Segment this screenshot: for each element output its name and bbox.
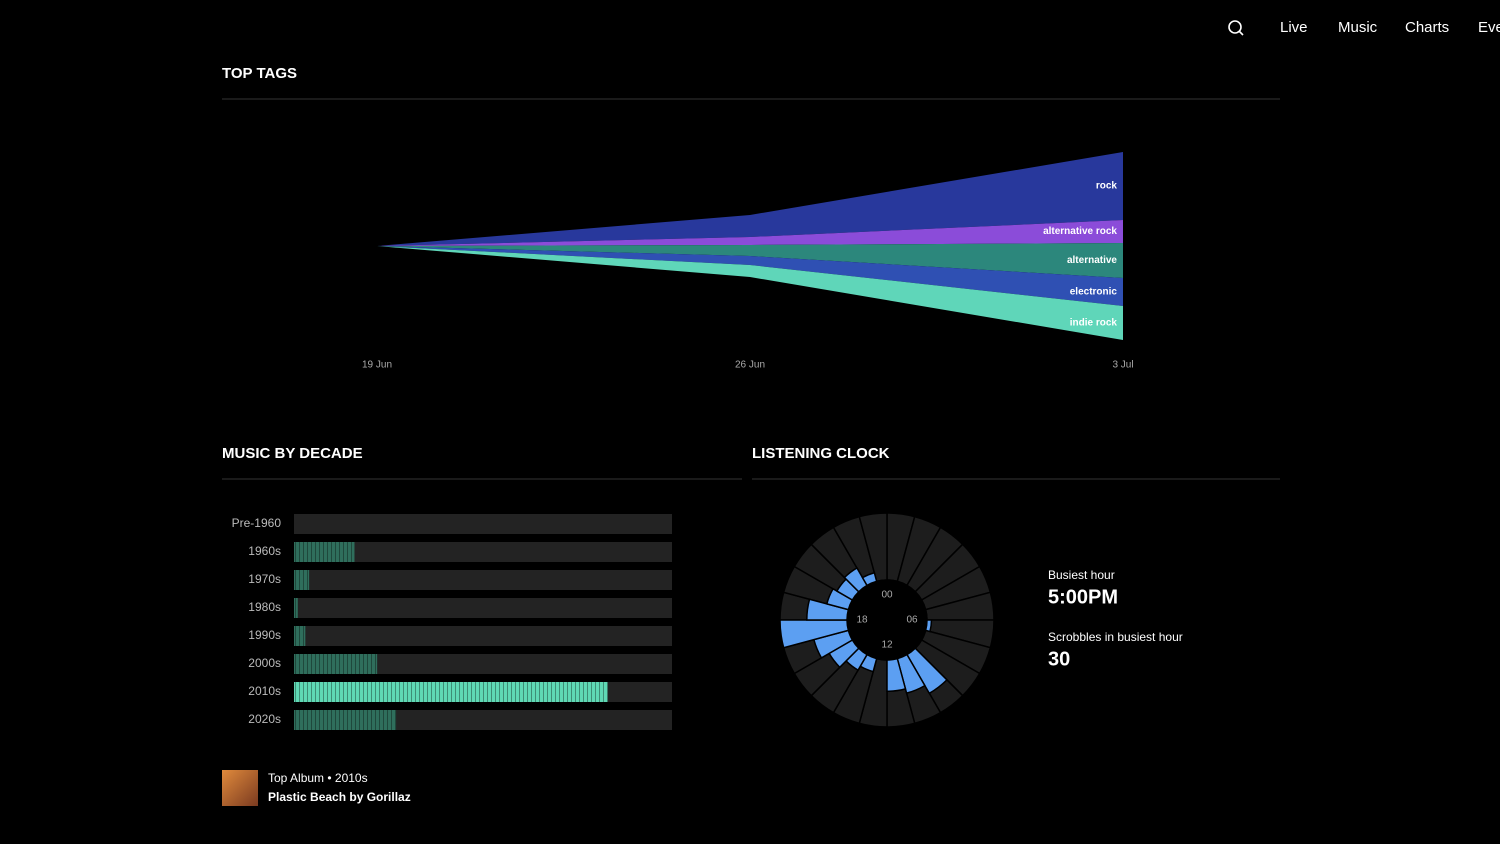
- stat-value: 5:00PM: [1048, 586, 1118, 608]
- nav-link[interactable]: Music: [1338, 19, 1378, 36]
- clock-tick-label: 06: [906, 615, 918, 626]
- search-icon[interactable]: [1228, 20, 1244, 36]
- y-tick-label: 1960s: [248, 544, 281, 558]
- y-tick-label: 2020s: [248, 712, 281, 726]
- bar-track: [294, 570, 672, 590]
- y-tick-label: 1970s: [248, 572, 281, 586]
- stream-area: [377, 243, 1123, 278]
- nav-link[interactable]: Live: [1280, 19, 1308, 36]
- section-title: MUSIC BY DECADE: [222, 445, 363, 462]
- clock-tick-label: 12: [881, 640, 893, 651]
- bar-texture: [294, 626, 306, 646]
- nav-link[interactable]: Charts: [1405, 19, 1449, 36]
- section-title: LISTENING CLOCK: [752, 445, 890, 462]
- x-tick-label: 26 Jun: [735, 360, 765, 371]
- x-tick-label: 19 Jun: [362, 360, 392, 371]
- bar-texture: [294, 598, 298, 618]
- series-label: alternative: [1067, 255, 1117, 266]
- clock-tick-label: 00: [881, 590, 893, 601]
- clock-tick-label: 18: [856, 615, 868, 626]
- bar-texture: [294, 654, 378, 674]
- bar-texture: [294, 542, 355, 562]
- stream-area: [377, 220, 1123, 246]
- bar-track: [294, 654, 672, 674]
- bar-track: [294, 542, 672, 562]
- stat-label: Scrobbles in busiest hour: [1048, 630, 1183, 644]
- album-title[interactable]: Plastic Beach by Gorillaz: [268, 790, 411, 804]
- clock-center: [847, 580, 927, 660]
- y-tick-label: 2000s: [248, 656, 281, 670]
- stat-label: Busiest hour: [1048, 568, 1115, 582]
- stream-area: [377, 246, 1123, 306]
- nav-link[interactable]: Eve: [1478, 19, 1500, 36]
- bar-texture: [294, 570, 310, 590]
- stream-area: [377, 246, 1123, 340]
- y-tick-label: 1990s: [248, 628, 281, 642]
- stat-value: 30: [1048, 648, 1070, 670]
- series-label: rock: [1096, 181, 1118, 192]
- bar-texture: [294, 682, 608, 702]
- series-label: alternative rock: [1043, 226, 1117, 237]
- y-tick-label: 1980s: [248, 600, 281, 614]
- stream-area: [377, 152, 1123, 246]
- series-label: indie rock: [1070, 318, 1118, 329]
- bar-texture: [294, 710, 397, 730]
- y-tick-label: 2010s: [248, 684, 281, 698]
- y-tick-label: Pre-1960: [232, 516, 282, 530]
- bar-track: [294, 598, 672, 618]
- album-art[interactable]: [222, 770, 258, 806]
- section-title: TOP TAGS: [222, 65, 297, 82]
- album-caption: Top Album • 2010s: [268, 771, 368, 785]
- bar-track: [294, 514, 672, 534]
- bar-track: [294, 626, 672, 646]
- series-label: electronic: [1070, 287, 1118, 298]
- x-tick-label: 3 Jul: [1112, 360, 1133, 371]
